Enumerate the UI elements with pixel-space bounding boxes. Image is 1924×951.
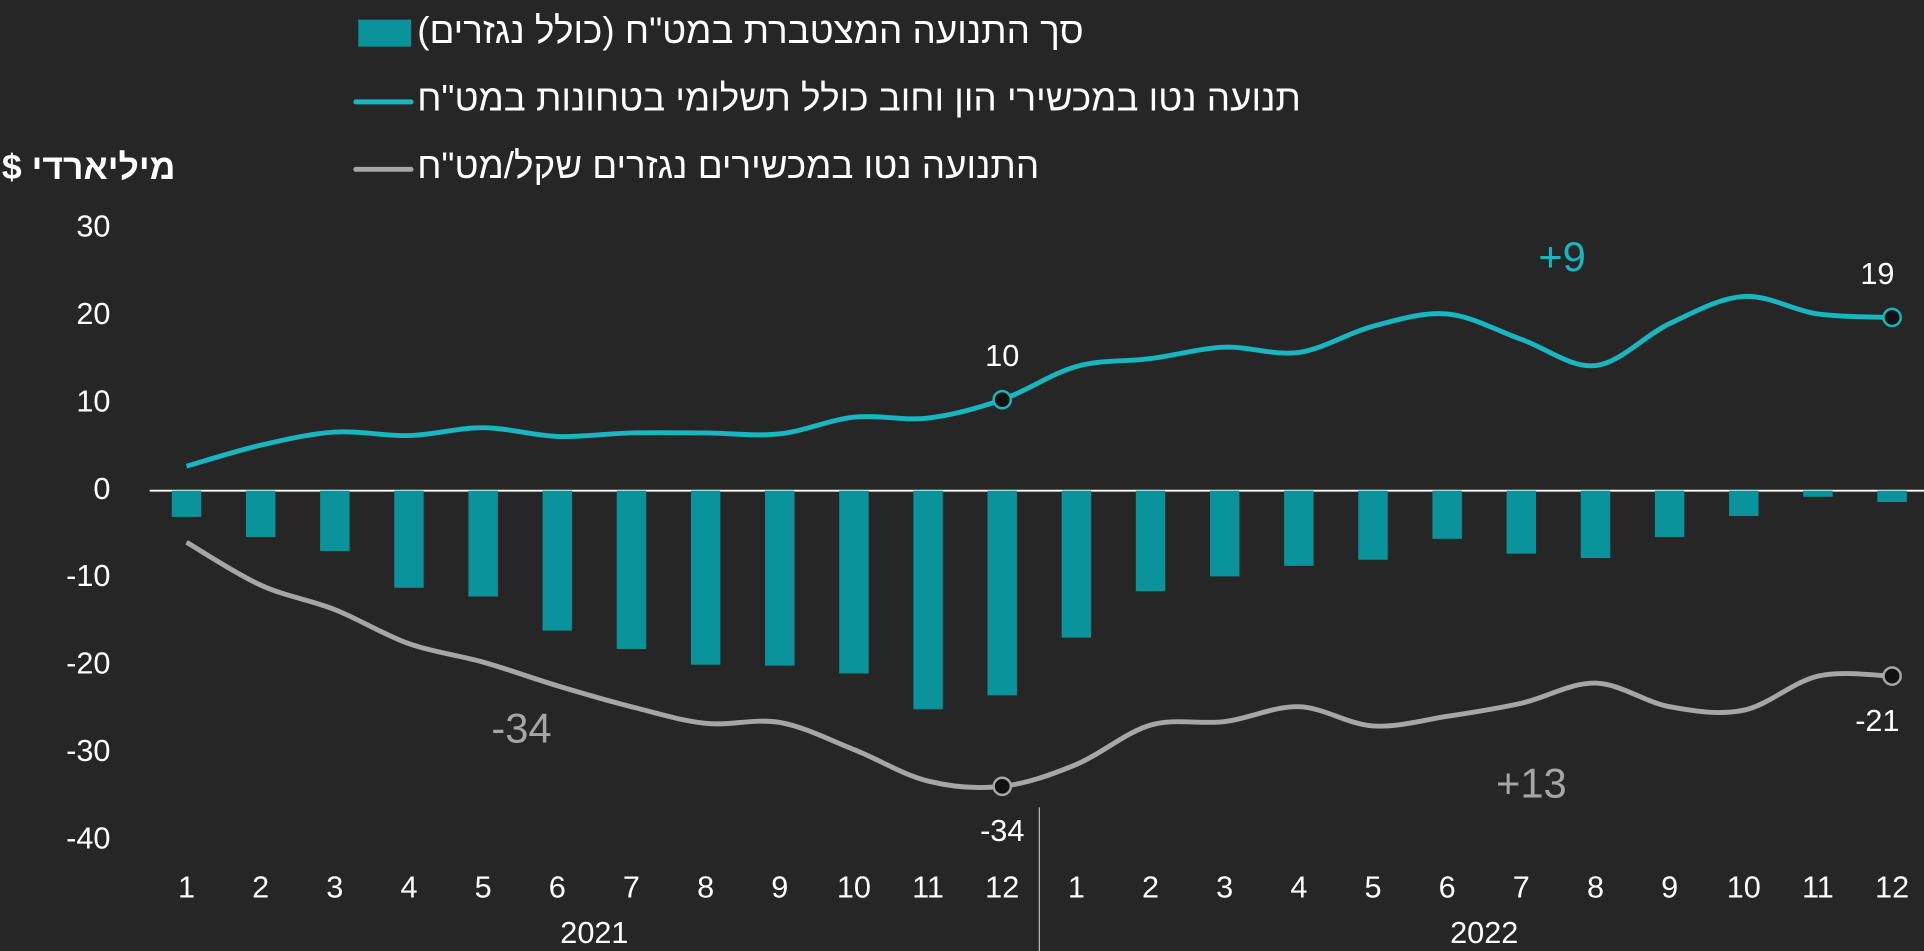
x-tick-label: 11 — [912, 871, 944, 905]
point-marker — [992, 389, 1013, 410]
point-marker — [1882, 666, 1902, 686]
bar — [839, 490, 869, 674]
bar — [542, 490, 573, 631]
x-tick-label: 6 — [1439, 871, 1456, 905]
bar — [690, 490, 721, 665]
legend-label: תנועה נטו במכשירי הון וחוב כולל תשלומי ב… — [417, 77, 1301, 118]
x-tick-label: 9 — [1661, 871, 1678, 905]
legend-label: סך התנועה המצטברת במט"ח (כולל נגזרים) — [417, 10, 1083, 51]
point-marker — [1882, 307, 1902, 328]
x-tick-label: 1 — [178, 871, 195, 905]
year-label: 2022 — [1450, 916, 1518, 950]
y-tick-label: 0 — [93, 472, 110, 506]
x-tick-label: 8 — [697, 871, 714, 905]
x-tick-label: 7 — [1513, 871, 1530, 905]
annotation: -34 — [491, 704, 551, 751]
line — [185, 294, 1893, 469]
bar — [1729, 490, 1759, 517]
x-tick-label: 6 — [549, 871, 566, 905]
bar — [1284, 490, 1314, 566]
bar — [1061, 490, 1092, 638]
legend-swatch — [358, 19, 412, 47]
bar — [1803, 490, 1833, 497]
x-tick-label: 10 — [837, 871, 871, 905]
x-tick-label: 7 — [623, 871, 640, 905]
annotation: +13 — [1496, 760, 1567, 807]
bar — [1580, 490, 1611, 559]
y-tick-label: -40 — [66, 822, 110, 856]
bar — [1135, 490, 1166, 592]
data-label: 10 — [985, 339, 1019, 373]
line — [185, 540, 1893, 790]
bar — [765, 490, 795, 666]
y-tick-label: 30 — [76, 209, 110, 243]
bar — [245, 490, 276, 538]
y-tick-label: -10 — [66, 559, 110, 593]
bar — [913, 490, 943, 710]
bar — [1432, 490, 1462, 539]
bar — [394, 490, 424, 588]
x-tick-label: 2 — [252, 871, 269, 905]
bar — [171, 490, 202, 517]
data-label: -34 — [980, 814, 1024, 848]
data-label: -21 — [1855, 704, 1899, 738]
y-tick-label: -20 — [66, 647, 110, 681]
x-tick-label: 12 — [985, 871, 1019, 905]
bar — [320, 490, 350, 552]
x-tick-label: 5 — [475, 871, 492, 905]
bar — [1358, 490, 1388, 560]
bar — [1506, 490, 1537, 554]
y-tick-label: 20 — [76, 297, 110, 331]
bar — [1209, 490, 1240, 577]
x-tick-label: 9 — [771, 871, 788, 905]
x-tick-label: 3 — [326, 871, 343, 905]
x-tick-label: 8 — [1587, 871, 1604, 905]
y-axis-title: מיליארדי $ — [2, 147, 176, 187]
year-label: 2021 — [560, 916, 628, 950]
x-tick-label: 4 — [400, 871, 417, 905]
point-marker — [992, 776, 1013, 797]
x-tick-label: 10 — [1727, 871, 1761, 905]
x-tick-label: 5 — [1364, 871, 1381, 905]
x-tick-label: 4 — [1290, 871, 1307, 905]
x-tick-label: 11 — [1802, 871, 1834, 905]
bar — [468, 490, 498, 597]
x-tick-label: 3 — [1216, 871, 1233, 905]
data-label: 19 — [1860, 257, 1894, 291]
x-tick-label: 1 — [1068, 871, 1085, 905]
y-tick-label: 10 — [76, 384, 110, 418]
bar — [1877, 490, 1907, 503]
bar — [1654, 490, 1685, 538]
annotation: +9 — [1538, 233, 1586, 280]
bar — [987, 490, 1017, 696]
y-tick-label: -30 — [66, 734, 110, 768]
bar — [616, 490, 647, 649]
x-tick-label: 12 — [1875, 871, 1909, 905]
legend-label: התנועה נטו במכשירים נגזרים שקל/מט"ח — [417, 145, 1039, 186]
x-tick-label: 2 — [1142, 871, 1159, 905]
